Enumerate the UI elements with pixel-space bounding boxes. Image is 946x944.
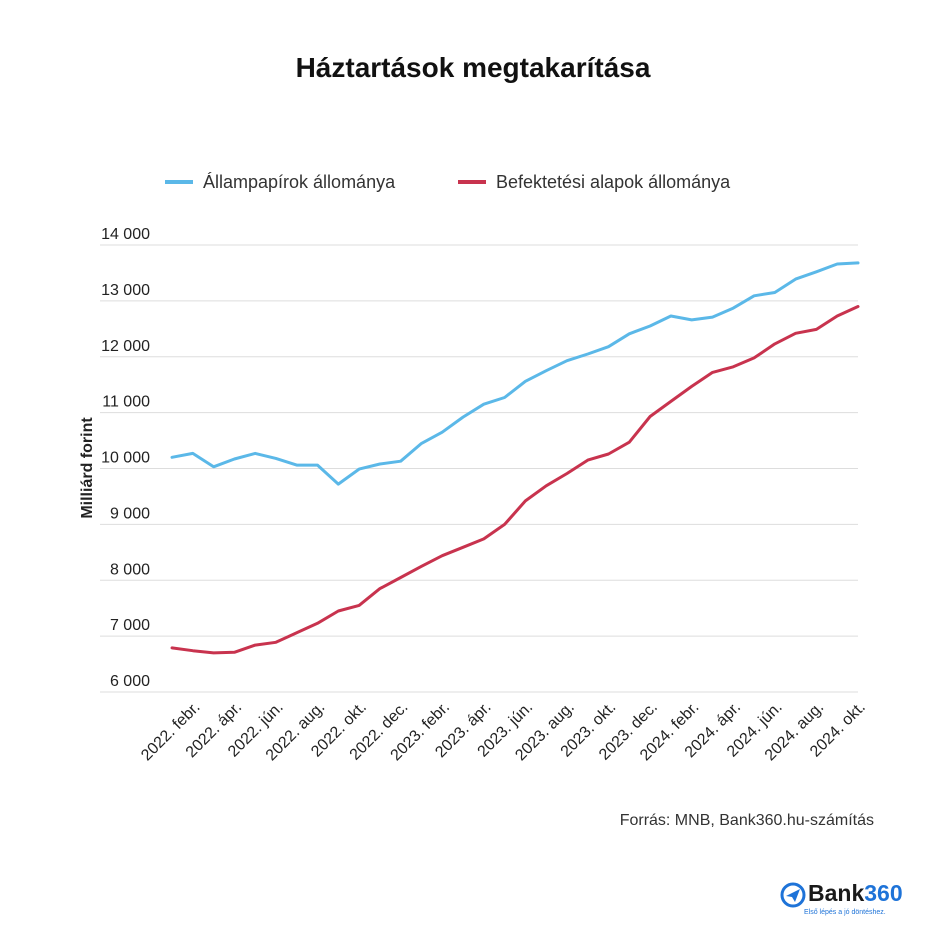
y-tick-label: 11 000 xyxy=(102,394,150,411)
y-tick-label: 10 000 xyxy=(101,450,150,467)
series-line-1 xyxy=(170,261,860,486)
y-tick-label: 6 000 xyxy=(110,673,150,690)
legend-label-2: Befektetési alapok állománya xyxy=(496,172,731,192)
y-axis-label: Milliárd forint xyxy=(79,417,96,519)
y-tick-label: 13 000 xyxy=(101,282,150,299)
bank360-logo: Bank360 Első lépés a jó döntéshez. xyxy=(780,880,910,925)
x-axis: 2022. febr.2022. ápr.2022. jún.2022. aug… xyxy=(138,699,869,764)
legend-label-1: Állampapírok állománya xyxy=(203,172,396,192)
series-lines xyxy=(170,261,860,655)
series-line-2 xyxy=(170,305,860,655)
line-chart: Állampapírok állománya Befektetési alapok… xyxy=(79,172,869,764)
y-tick-label: 9 000 xyxy=(110,505,150,522)
y-tick-label: 7 000 xyxy=(110,617,150,634)
logo-tagline: Első lépés a jó döntéshez. xyxy=(804,909,886,916)
gridlines xyxy=(100,244,858,693)
legend: Állampapírok állománya Befektetési alapok… xyxy=(165,172,731,192)
logo-number: 360 xyxy=(864,880,903,906)
y-tick-label: 12 000 xyxy=(101,338,150,355)
y-tick-label: 14 000 xyxy=(101,226,150,243)
logo-wordmark: Bank360 xyxy=(808,880,903,907)
plane-icon xyxy=(780,882,806,908)
chart-title: Háztartások megtakarítása xyxy=(295,52,651,83)
source-note: Forrás: MNB, Bank360.hu-számítás xyxy=(619,812,874,829)
logo-word: Bank xyxy=(808,880,865,906)
y-tick-label: 8 000 xyxy=(110,561,150,578)
y-axis: 6 000 7 000 8 000 9 000 10 000 11 000 12 000 13… xyxy=(79,226,150,690)
